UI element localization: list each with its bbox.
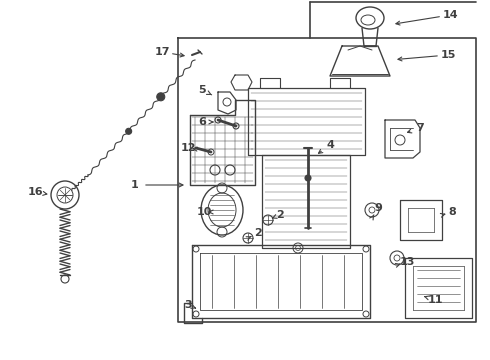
Text: 5: 5 bbox=[198, 85, 206, 95]
Text: 7: 7 bbox=[416, 123, 424, 133]
Text: 4: 4 bbox=[326, 140, 334, 150]
Text: 14: 14 bbox=[442, 10, 458, 20]
Text: 2: 2 bbox=[254, 228, 262, 238]
Text: 9: 9 bbox=[374, 203, 382, 213]
Text: 17: 17 bbox=[154, 47, 170, 57]
Text: 11: 11 bbox=[427, 295, 443, 305]
Text: 2: 2 bbox=[276, 210, 284, 220]
Text: 1: 1 bbox=[131, 180, 139, 190]
Text: 8: 8 bbox=[448, 207, 456, 217]
Text: 16: 16 bbox=[27, 187, 43, 197]
Circle shape bbox=[305, 175, 311, 181]
Text: 13: 13 bbox=[399, 257, 415, 267]
Text: 6: 6 bbox=[198, 117, 206, 127]
Text: 3: 3 bbox=[184, 300, 192, 310]
Circle shape bbox=[125, 128, 132, 134]
Text: 15: 15 bbox=[441, 50, 456, 60]
Text: 10: 10 bbox=[196, 207, 212, 217]
Circle shape bbox=[157, 93, 165, 101]
Text: 12: 12 bbox=[180, 143, 196, 153]
